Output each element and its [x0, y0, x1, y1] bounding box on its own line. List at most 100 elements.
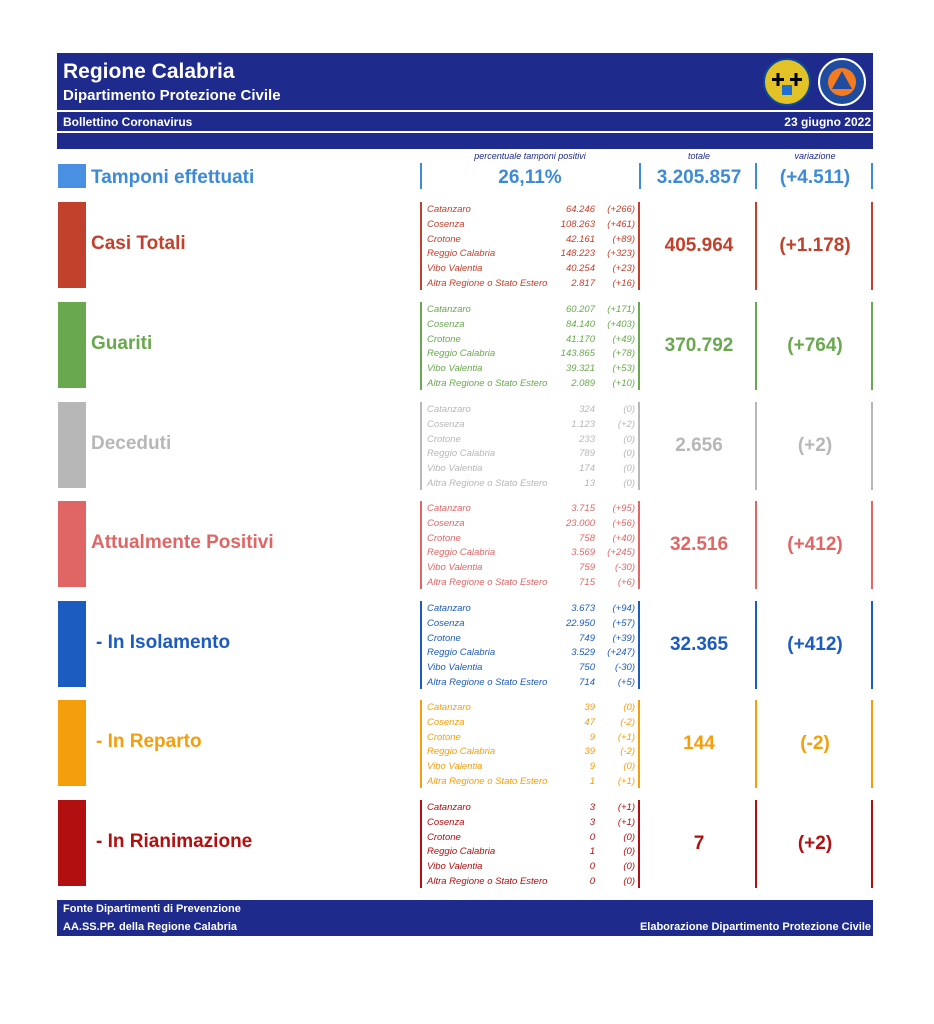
section-label: - In Reparto — [96, 731, 202, 752]
province-value: 174 — [579, 463, 595, 475]
province-name: Vibo Valentia — [427, 463, 483, 475]
province-value: 789 — [579, 448, 595, 460]
province-value: 715 — [579, 577, 595, 588]
page-title: Regione Calabria — [63, 60, 235, 83]
province-variation: (+40) — [612, 532, 635, 544]
section-divider-right — [871, 800, 873, 888]
section-total: 144 — [683, 733, 715, 754]
province-row: Vibo Valentia 40.254 (+23) — [427, 263, 637, 277]
section-divider-right — [871, 302, 873, 390]
province-name: Altra Regione o Stato Estero — [427, 577, 548, 588]
province-row: Reggio Calabria 143.865 (+78) — [427, 348, 637, 362]
province-row: Cosenza 3 (+1) — [427, 817, 637, 831]
section-label: - In Isolamento — [96, 632, 231, 653]
section-variation: (+2) — [797, 833, 833, 854]
province-value: 750 — [579, 662, 595, 674]
province-row: Vibo Valentia 39.321 (+53) — [427, 363, 637, 377]
province-row: Crotone 42.161 (+89) — [427, 234, 637, 248]
section-isolamento: - In Isolamento Catanzaro 3.673 (+94) Co… — [0, 599, 934, 689]
province-row: Reggio Calabria 789 (0) — [427, 448, 637, 462]
section-reparto: - In Reparto Catanzaro 39 (0) Cosenza 47… — [0, 698, 934, 788]
province-name: Catanzaro — [427, 802, 471, 813]
province-variation: (+57) — [612, 617, 635, 629]
province-value: 2.089 — [571, 378, 595, 389]
province-row: Altra Regione o Stato Estero 1 (+1) — [427, 776, 637, 790]
section-guariti: Guariti Catanzaro 60.207 (+171) Cosenza … — [0, 300, 934, 390]
section-variation: (+2) — [797, 435, 833, 456]
province-breakdown: Catanzaro 60.207 (+171) Cosenza 84.140 (… — [420, 302, 640, 390]
province-variation: (+1) — [617, 776, 635, 787]
section-divider — [755, 700, 757, 788]
province-name: Altra Regione o Stato Estero — [427, 776, 548, 787]
province-row: Catanzaro 3.715 (+95) — [427, 503, 637, 517]
section-divider-right — [871, 202, 873, 290]
province-row: Cosenza 84.140 (+403) — [427, 319, 637, 333]
province-value: 41.170 — [565, 333, 595, 345]
province-variation: (+6) — [617, 577, 635, 588]
section-total: 32.516 — [669, 534, 729, 555]
province-row: Reggio Calabria 3.569 (+245) — [427, 547, 637, 561]
section-label: Casi Totali — [91, 233, 186, 254]
regione-calabria-logo — [763, 58, 811, 106]
footer-banner — [57, 900, 873, 936]
province-row: Reggio Calabria 39 (-2) — [427, 746, 637, 760]
province-row: Cosenza 23.000 (+56) — [427, 518, 637, 532]
province-value: 3.569 — [571, 547, 595, 559]
province-variation: (+53) — [612, 363, 635, 375]
province-row: Vibo Valentia 9 (0) — [427, 761, 637, 775]
province-name: Cosenza — [427, 318, 465, 330]
province-row: Altra Regione o Stato Estero 714 (+5) — [427, 677, 637, 691]
section-color-marker — [58, 302, 86, 388]
province-variation: (0) — [623, 702, 635, 713]
province-name: Catanzaro — [427, 304, 471, 315]
province-row: Cosenza 22.950 (+57) — [427, 618, 637, 632]
province-row: Catanzaro 64.246 (+266) — [427, 204, 637, 218]
province-row: Catanzaro 324 (0) — [427, 404, 637, 418]
province-variation: (-2) — [620, 746, 635, 758]
province-variation: (0) — [623, 404, 635, 415]
province-row: Vibo Valentia 174 (0) — [427, 463, 637, 477]
province-value: 233 — [579, 433, 595, 445]
section-deceduti: Deceduti Catanzaro 324 (0) Cosenza 1.123… — [0, 400, 934, 490]
province-name: Cosenza — [427, 617, 465, 629]
province-breakdown: Catanzaro 64.246 (+266) Cosenza 108.263 … — [420, 202, 640, 290]
province-name: Altra Regione o Stato Estero — [427, 278, 548, 289]
tamponi-variation: (+4.511) — [779, 167, 851, 188]
province-name: Vibo Valentia — [427, 761, 483, 773]
province-variation: (0) — [623, 861, 635, 873]
section-total: 405.964 — [664, 235, 734, 256]
province-value: 0 — [589, 861, 595, 873]
section-total: 370.792 — [664, 335, 734, 356]
province-value: 108.263 — [560, 218, 595, 230]
page-subtitle: Dipartimento Protezione Civile — [63, 87, 281, 104]
province-variation: (0) — [623, 831, 635, 843]
header-divider — [57, 110, 873, 112]
section-color-marker — [58, 800, 86, 886]
province-row: Catanzaro 3.673 (+94) — [427, 603, 637, 617]
section-label: - In Rianimazione — [96, 831, 253, 852]
province-value: 64.246 — [565, 204, 595, 215]
province-variation: (+1) — [617, 731, 635, 743]
section-divider — [755, 202, 757, 290]
province-name: Vibo Valentia — [427, 363, 483, 375]
tamponi-divider-3 — [755, 163, 757, 189]
province-name: Reggio Calabria — [427, 547, 496, 559]
header-banner — [57, 53, 873, 149]
province-name: Crotone — [427, 731, 461, 743]
tamponi-label: Tamponi effettuati — [91, 167, 255, 188]
province-variation: (+171) — [607, 304, 635, 315]
province-row: Altra Regione o Stato Estero 2.817 (+16) — [427, 278, 637, 292]
province-row: Crotone 758 (+40) — [427, 533, 637, 547]
province-name: Catanzaro — [427, 404, 471, 415]
province-value: 1.123 — [571, 418, 595, 430]
province-name: Reggio Calabria — [427, 746, 496, 758]
footer-elaboration: Elaborazione Dipartimento Protezione Civ… — [639, 921, 871, 933]
province-row: Catanzaro 39 (0) — [427, 702, 637, 716]
province-name: Cosenza — [427, 218, 465, 230]
province-name: Reggio Calabria — [427, 846, 496, 858]
province-name: Altra Regione o Stato Estero — [427, 677, 548, 688]
province-name: Catanzaro — [427, 702, 471, 713]
province-variation: (+89) — [612, 233, 635, 245]
section-casi: Casi Totali Catanzaro 64.246 (+266) Cose… — [0, 200, 934, 290]
province-name: Altra Regione o Stato Estero — [427, 378, 548, 389]
